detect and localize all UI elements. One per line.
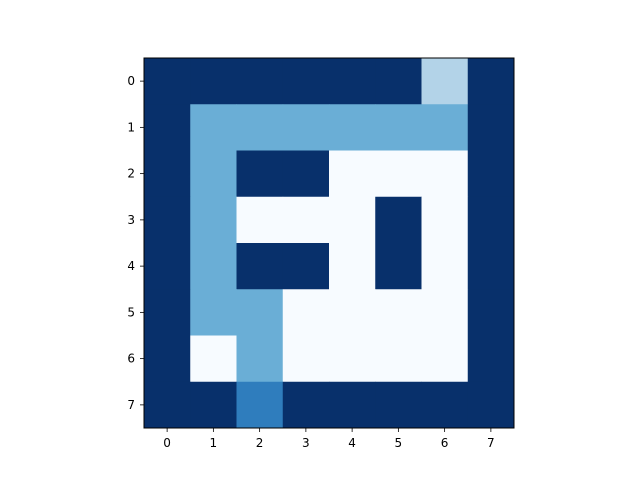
heatmap-cell-r3-c0 bbox=[144, 196, 191, 244]
heatmap-cell-r1-c7 bbox=[467, 104, 515, 151]
x-tick-label-1: 1 bbox=[210, 436, 218, 450]
x-axis: 0 1 2 3 4 5 6 7 bbox=[163, 428, 495, 450]
plot-frame bbox=[143, 57, 515, 429]
heatmap-cell-r2-c6 bbox=[421, 150, 469, 198]
heatmap-cell-r0-c0 bbox=[144, 58, 191, 105]
heatmap-cell-r3-c2 bbox=[236, 196, 284, 244]
x-tick-label-3: 3 bbox=[302, 436, 310, 450]
heatmap-cell-r3-c7 bbox=[467, 196, 515, 244]
x-tick-label-4: 4 bbox=[348, 436, 356, 450]
heatmap-cell-r7-c1 bbox=[190, 381, 237, 429]
heatmap-cell-r7-c2 bbox=[236, 381, 284, 429]
heatmap-cell-r3-c6 bbox=[421, 196, 469, 244]
heatmap-cell-r6-c3 bbox=[282, 335, 330, 383]
heatmap-cell-r5-c0 bbox=[144, 289, 191, 336]
x-tick-label-6: 6 bbox=[441, 436, 449, 450]
heatmap-cell-r5-c5 bbox=[375, 289, 422, 336]
heatmap-cell-r4-c6 bbox=[421, 243, 469, 290]
heatmap-cell-r1-c6 bbox=[421, 104, 469, 151]
heatmap-cell-r4-c7 bbox=[467, 243, 515, 290]
heatmap-cell-r2-c0 bbox=[144, 150, 191, 198]
heatmap-cell-r0-c3 bbox=[282, 58, 330, 105]
x-tick-label-7: 7 bbox=[487, 436, 495, 450]
heatmap-cell-r0-c4 bbox=[329, 58, 376, 105]
heatmap-cell-r5-c6 bbox=[421, 289, 469, 336]
heatmap-cell-r6-c7 bbox=[467, 335, 515, 383]
heatmap-cell-r2-c5 bbox=[375, 150, 422, 198]
heatmap-cell-r7-c3 bbox=[282, 381, 330, 429]
heatmap-cell-r2-c1 bbox=[190, 150, 237, 198]
x-tick-label-5: 5 bbox=[395, 436, 403, 450]
heatmap-cell-r1-c4 bbox=[329, 104, 376, 151]
y-tick-label-3: 3 bbox=[127, 213, 135, 227]
heatmap-cell-r1-c3 bbox=[282, 104, 330, 151]
heatmap-cell-r1-c5 bbox=[375, 104, 422, 151]
x-tick-label-0: 0 bbox=[163, 436, 171, 450]
heatmap-cell-r6-c5 bbox=[375, 335, 422, 383]
heatmap-cell-r1-c2 bbox=[236, 104, 284, 151]
heatmap-cell-r7-c7 bbox=[467, 381, 515, 429]
y-tick-label-2: 2 bbox=[127, 167, 135, 181]
heatmap-cell-r7-c5 bbox=[375, 381, 422, 429]
heatmap-cell-r7-c4 bbox=[329, 381, 376, 429]
y-tick-label-0: 0 bbox=[127, 74, 135, 88]
heatmap-cell-r4-c0 bbox=[144, 243, 191, 290]
heatmap-cell-r0-c6 bbox=[421, 58, 469, 105]
y-tick-label-6: 6 bbox=[127, 352, 135, 366]
heatmap-cell-r5-c2 bbox=[236, 289, 284, 336]
heatmap-cell-r0-c2 bbox=[236, 58, 284, 105]
heatmap-cell-r0-c1 bbox=[190, 58, 237, 105]
heatmap-cell-r0-c7 bbox=[467, 58, 515, 105]
heatmap-cell-r5-c1 bbox=[190, 289, 237, 336]
heatmap-cell-r4-c4 bbox=[329, 243, 376, 290]
heatmap-cell-r4-c2 bbox=[236, 243, 284, 290]
heatmap-cell-r5-c7 bbox=[467, 289, 515, 336]
heatmap-cell-r5-c3 bbox=[282, 289, 330, 336]
heatmap-cell-r2-c2 bbox=[236, 150, 284, 198]
heatmap-cell-r5-c4 bbox=[329, 289, 376, 336]
x-tick-label-2: 2 bbox=[256, 436, 264, 450]
y-tick-label-7: 7 bbox=[127, 398, 135, 412]
heatmap-cell-r3-c3 bbox=[282, 196, 330, 244]
heatmap-cell-r4-c3 bbox=[282, 243, 330, 290]
heatmap-cell-r7-c0 bbox=[144, 381, 191, 429]
heatmap-cell-r6-c2 bbox=[236, 335, 284, 383]
y-tick-label-5: 5 bbox=[127, 305, 135, 319]
heatmap-cells bbox=[144, 58, 515, 429]
heatmap-cell-r2-c4 bbox=[329, 150, 376, 198]
heatmap-cell-r2-c7 bbox=[467, 150, 515, 198]
y-axis: 0 1 2 3 4 5 6 7 bbox=[127, 74, 144, 412]
heatmap-cell-r1-c0 bbox=[144, 104, 191, 151]
heatmap-cell-r1-c1 bbox=[190, 104, 237, 151]
heatmap-cell-r0-c5 bbox=[375, 58, 422, 105]
heatmap-cell-r6-c6 bbox=[421, 335, 469, 383]
y-tick-label-4: 4 bbox=[127, 259, 135, 273]
heatmap-cell-r4-c5 bbox=[375, 243, 422, 290]
heatmap-cell-r3-c4 bbox=[329, 196, 376, 244]
heatmap-cell-r6-c4 bbox=[329, 335, 376, 383]
heatmap-cell-r3-c5 bbox=[375, 196, 422, 244]
heatmap-cell-r7-c6 bbox=[421, 381, 469, 429]
heatmap-cell-r3-c1 bbox=[190, 196, 237, 244]
heatmap-cell-r6-c1 bbox=[190, 335, 237, 383]
y-tick-label-1: 1 bbox=[127, 120, 135, 134]
heatmap-cell-r2-c3 bbox=[282, 150, 330, 198]
heatmap-cell-r6-c0 bbox=[144, 335, 191, 383]
heatmap-cell-r4-c1 bbox=[190, 243, 237, 290]
